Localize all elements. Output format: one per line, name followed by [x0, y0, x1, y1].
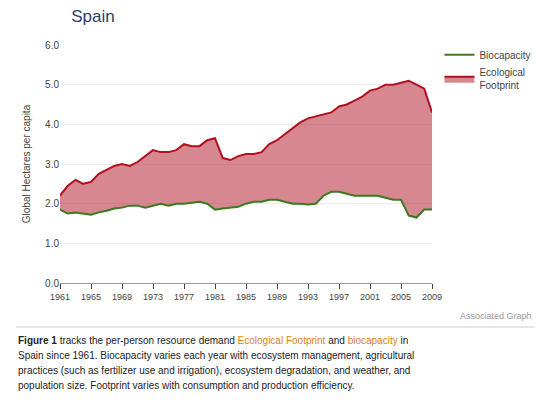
svg-text:1997: 1997 [329, 292, 349, 302]
svg-text:2005: 2005 [391, 292, 411, 302]
svg-text:0.0: 0.0 [45, 278, 59, 289]
svg-text:6.0: 6.0 [45, 40, 59, 51]
svg-text:2001: 2001 [360, 292, 380, 302]
svg-text:1977: 1977 [174, 292, 194, 302]
svg-text:1.0: 1.0 [45, 238, 59, 249]
svg-text:Biocapacity: Biocapacity [479, 50, 530, 61]
svg-text:Associated Graph: Associated Graph [460, 311, 532, 321]
svg-text:4.0: 4.0 [45, 119, 59, 130]
svg-text:5.0: 5.0 [45, 79, 59, 90]
svg-text:practices (such as fertilizer: practices (such as fertilizer use and ir… [18, 365, 410, 376]
svg-text:3.0: 3.0 [45, 159, 59, 170]
svg-text:Spain since 1961. Biocapacity: Spain since 1961. Biocapacity varies eac… [18, 350, 414, 361]
svg-text:1981: 1981 [205, 292, 225, 302]
svg-text:Figure 1 tracks the per-person: Figure 1 tracks the per-person resource … [18, 335, 408, 346]
svg-text:1973: 1973 [143, 292, 163, 302]
svg-text:1969: 1969 [112, 292, 132, 302]
svg-text:2009: 2009 [422, 292, 442, 302]
svg-text:Spain: Spain [71, 7, 114, 26]
svg-text:2.0: 2.0 [45, 198, 59, 209]
svg-text:1993: 1993 [298, 292, 318, 302]
svg-text:population size. Footprint var: population size. Footprint varies with c… [18, 380, 354, 391]
svg-text:1965: 1965 [81, 292, 101, 302]
svg-text:Global Hectares per capita: Global Hectares per capita [21, 104, 32, 223]
svg-text:1989: 1989 [267, 292, 287, 302]
svg-text:1985: 1985 [236, 292, 256, 302]
svg-text:1961: 1961 [50, 292, 70, 302]
svg-text:EcologicalFootprint: EcologicalFootprint [479, 67, 525, 91]
